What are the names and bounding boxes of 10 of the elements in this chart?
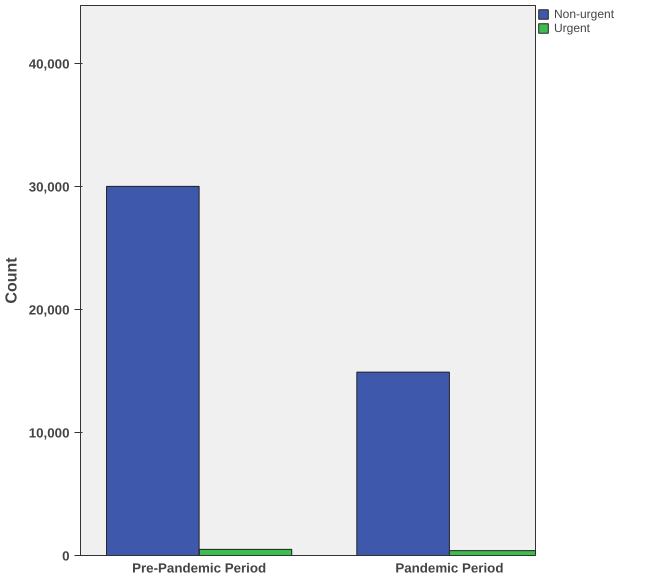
x-tick-label: Pandemic Period (395, 560, 504, 576)
y-tick-label: 40,000 (28, 56, 70, 72)
x-tick-label: Pre-Pandemic Period (132, 560, 266, 576)
legend-label: Non-urgent (554, 7, 614, 21)
y-tick-label: 30,000 (28, 179, 70, 194)
y-tick-label: 0 (62, 548, 70, 564)
y-tick-label: 20,000 (28, 302, 70, 318)
legend-label: Urgent (554, 21, 590, 35)
y-tick-label: 10,000 (28, 425, 70, 440)
y-axis-title: Count (4, 256, 21, 304)
